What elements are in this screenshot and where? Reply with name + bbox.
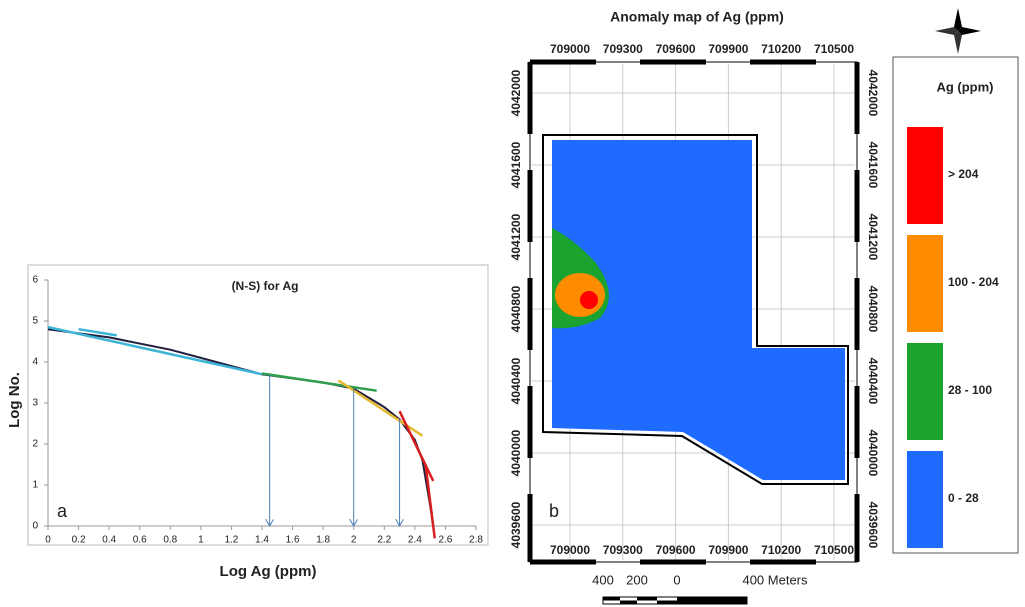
x-tick-label: 0.2 bbox=[72, 535, 86, 546]
y-tick-label: 3 bbox=[32, 398, 38, 409]
northing-label: 4041600 bbox=[509, 141, 523, 188]
easting-label: 710500 bbox=[814, 42, 854, 56]
x-tick-label: 2.4 bbox=[408, 535, 422, 546]
data-line bbox=[47, 325, 263, 376]
northing-label: 4040800 bbox=[509, 285, 523, 332]
northing-label: 4041200 bbox=[866, 214, 880, 261]
easting-label: 709900 bbox=[708, 543, 748, 557]
y-tick-label: 1 bbox=[32, 480, 38, 491]
chart-title: (N-S) for Ag bbox=[232, 279, 299, 293]
x-tick-label: 2.8 bbox=[469, 535, 483, 546]
map-boundary bbox=[542, 134, 849, 485]
northing-label: 4041600 bbox=[866, 142, 880, 189]
scale-label: 0 bbox=[673, 572, 680, 587]
panel-label: b bbox=[549, 501, 559, 521]
x-tick-label: 1.4 bbox=[255, 535, 269, 546]
easting-label: 709000 bbox=[550, 42, 590, 56]
northing-label: 4039600 bbox=[509, 501, 523, 548]
y-label: Log No. bbox=[6, 372, 23, 428]
scale-bar bbox=[602, 596, 748, 605]
zone-high bbox=[555, 273, 605, 317]
northing-label: 4040400 bbox=[866, 358, 880, 405]
y-tick-label: 4 bbox=[32, 357, 38, 368]
data-line bbox=[78, 327, 117, 337]
scale-label: 400 bbox=[592, 572, 614, 587]
legend-title: Ag (ppm) bbox=[936, 79, 993, 94]
legend-swatch bbox=[907, 127, 943, 224]
x-tick-label: 1.8 bbox=[316, 535, 330, 546]
zone-peak bbox=[580, 291, 598, 309]
easting-label: 710200 bbox=[761, 42, 801, 56]
data-line bbox=[424, 464, 436, 539]
northing-label: 4040000 bbox=[866, 430, 880, 477]
y-tick-label: 5 bbox=[32, 316, 38, 327]
northing-label: 4039600 bbox=[866, 502, 880, 549]
map-title: Anomaly map of Ag (ppm) bbox=[610, 9, 784, 25]
easting-label: 710500 bbox=[814, 543, 854, 557]
northing-label: 4042000 bbox=[509, 69, 523, 116]
zone-low bbox=[552, 140, 845, 480]
x-tick-label: 2 bbox=[351, 535, 357, 546]
data-line bbox=[261, 372, 377, 392]
legend-swatch bbox=[907, 451, 943, 548]
y-tick-label: 0 bbox=[32, 521, 38, 532]
northing-label: 4041200 bbox=[509, 213, 523, 260]
scale-label: 400 Meters bbox=[742, 572, 808, 587]
x-tick-label: 1.2 bbox=[224, 535, 238, 546]
x-label: Log Ag (ppm) bbox=[220, 563, 317, 580]
x-tick-label: 0.4 bbox=[102, 535, 116, 546]
easting-label: 709300 bbox=[603, 42, 643, 56]
easting-label: 710200 bbox=[761, 543, 801, 557]
legend-label: 100 - 204 bbox=[948, 275, 999, 289]
easting-label: 709900 bbox=[708, 42, 748, 56]
easting-label: 709600 bbox=[656, 42, 696, 56]
legend-label: 28 - 100 bbox=[948, 383, 992, 397]
northing-label: 4040000 bbox=[509, 429, 523, 476]
x-tick-label: 1 bbox=[198, 535, 204, 546]
compass bbox=[935, 8, 981, 54]
scale-label: 200 bbox=[626, 572, 648, 587]
x-tick-label: 1.6 bbox=[286, 535, 300, 546]
data-line bbox=[398, 410, 435, 482]
x-tick-label: 2.2 bbox=[377, 535, 391, 546]
legend-swatch bbox=[907, 235, 943, 332]
x-tick-label: 0.8 bbox=[163, 535, 177, 546]
legend-label: > 204 bbox=[948, 167, 979, 181]
easting-label: 709000 bbox=[550, 543, 590, 557]
northing-label: 4042000 bbox=[866, 70, 880, 117]
x-tick-label: 0 bbox=[45, 535, 51, 546]
easting-label: 709300 bbox=[603, 543, 643, 557]
legend-label: 0 - 28 bbox=[948, 491, 979, 505]
data-line bbox=[337, 379, 424, 437]
easting-label: 709600 bbox=[656, 543, 696, 557]
northing-label: 4040400 bbox=[509, 357, 523, 404]
northing-label: 4040800 bbox=[866, 286, 880, 333]
x-tick-label: 2.6 bbox=[438, 535, 452, 546]
frame-ticks bbox=[527, 59, 860, 565]
panel-label: a bbox=[57, 501, 68, 521]
y-tick-label: 6 bbox=[32, 275, 38, 286]
legend-swatch bbox=[907, 343, 943, 440]
plot-border bbox=[27, 264, 489, 546]
x-tick-label: 0.6 bbox=[133, 535, 147, 546]
y-tick-label: 2 bbox=[32, 439, 38, 450]
